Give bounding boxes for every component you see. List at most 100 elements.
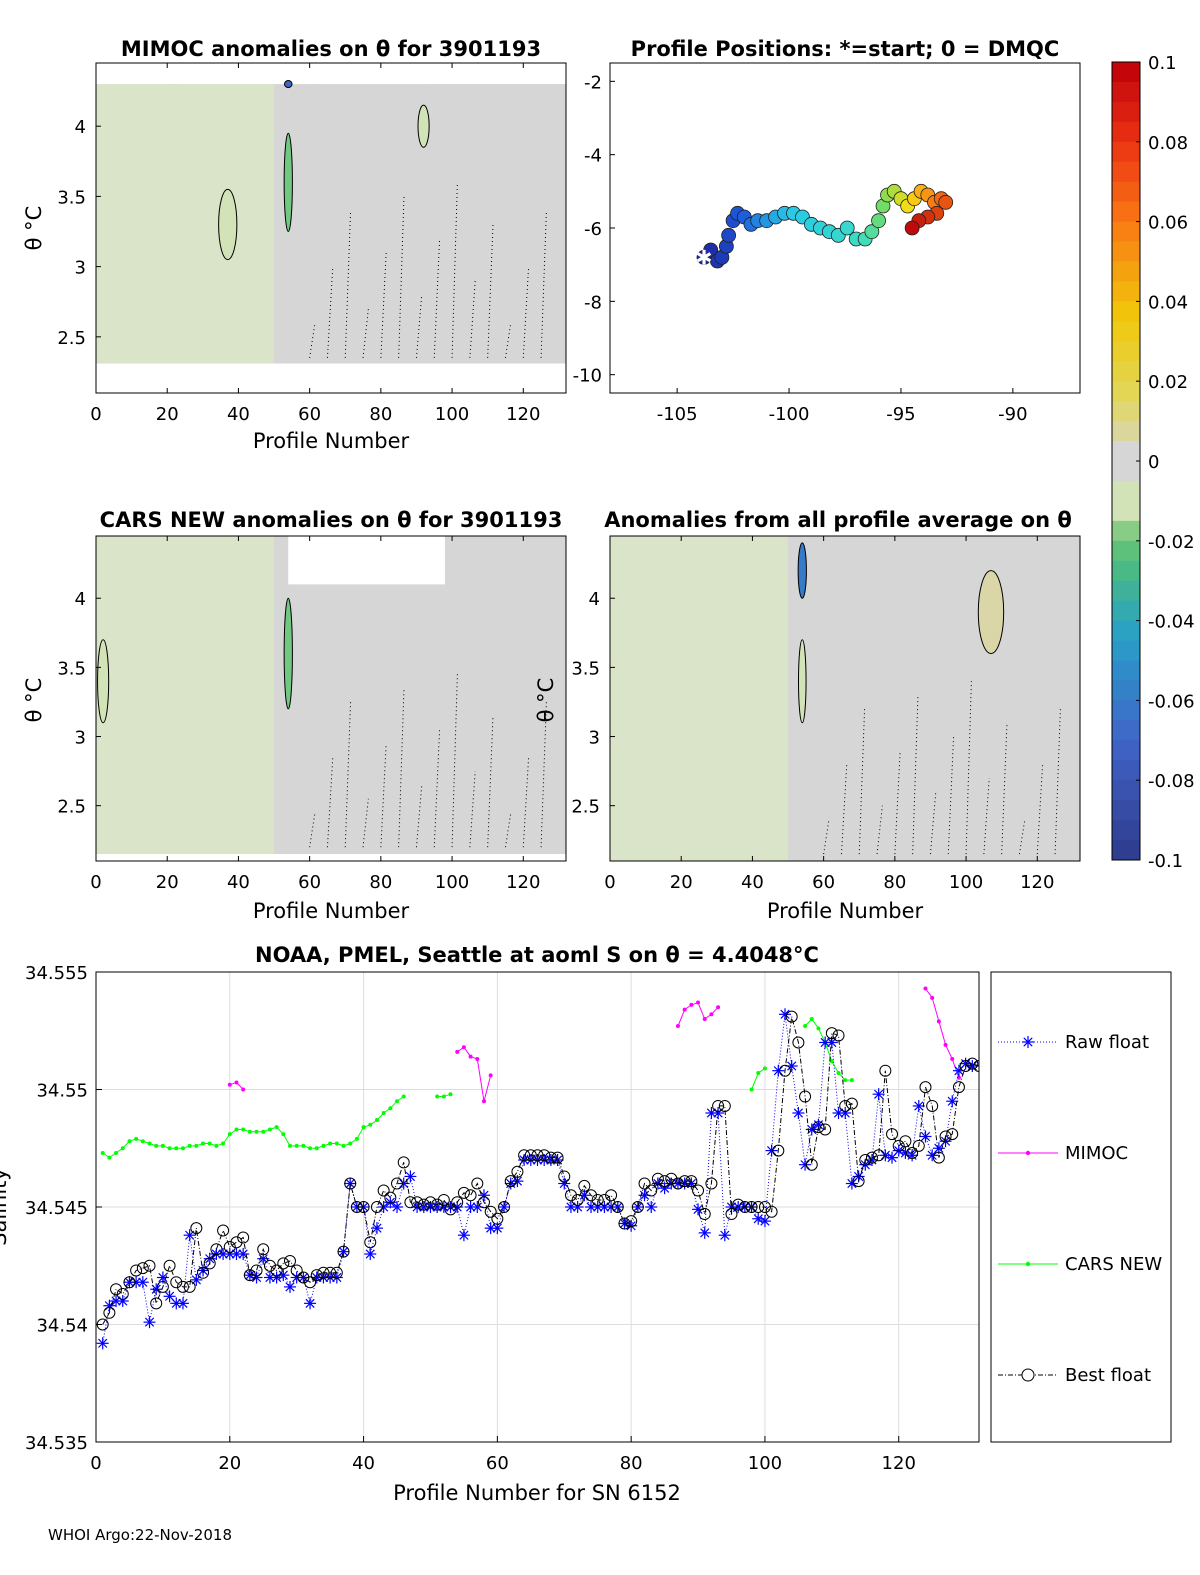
cars-anomaly-contour (283, 597, 293, 710)
raw-float-point-stroke (773, 1066, 783, 1076)
raw-float-point-stroke (98, 1338, 108, 1348)
raw-float-point-stroke (646, 1202, 656, 1212)
cars-title: CARS NEW anomalies on θ for 3901193 (100, 508, 563, 532)
raw-float-point-stroke (385, 1197, 395, 1207)
cars-new-point (301, 1143, 306, 1148)
all-xlabel: Profile Number (767, 899, 924, 923)
best-float-point (103, 1306, 116, 1319)
raw-float-point-stroke (345, 1178, 355, 1189)
colorbar-tick-label: 0.06 (1148, 213, 1188, 234)
best-float-point (872, 1149, 885, 1162)
all-xtick-label: 20 (670, 872, 693, 893)
raw-float-point (457, 1229, 470, 1242)
raw-float-point-stroke (613, 1202, 623, 1212)
raw-float-point-stroke (258, 1254, 268, 1264)
best-float-point (799, 1090, 812, 1103)
best-float-point (250, 1264, 263, 1277)
colorbar-band (1112, 780, 1140, 801)
best-float-point (651, 1172, 664, 1185)
raw-float-point-stroke (874, 1089, 884, 1099)
cars-new-point (180, 1146, 185, 1151)
cars-xtick-label: 40 (227, 872, 250, 893)
raw-float-point-stroke (298, 1272, 308, 1283)
best-float-point (845, 1097, 858, 1110)
raw-float-point-stroke (285, 1282, 295, 1292)
cars-new-point (100, 1150, 105, 1155)
mimoc-missing-data (181, 63, 310, 85)
mimoc-xtick-label: 0 (90, 404, 101, 425)
cars-new-point (174, 1146, 179, 1151)
mimoc-point (956, 1075, 961, 1080)
best-float-point (524, 1149, 537, 1162)
mimoc-point (702, 1017, 707, 1021)
profile-position-marker (703, 242, 719, 258)
best-float-point (270, 1264, 283, 1277)
raw-float-point (638, 1189, 651, 1202)
cars-new-point (816, 1026, 821, 1031)
colorbar-band (1112, 421, 1140, 442)
best-float-point (257, 1243, 270, 1256)
all-negative-contour (929, 791, 937, 855)
raw-float-point-stroke (352, 1202, 362, 1212)
raw-float-point (96, 1337, 109, 1350)
mimoc-anomaly-contour (283, 132, 293, 233)
legend-label: MIMOC (1065, 1143, 1128, 1164)
colorbar-band (1112, 680, 1140, 701)
best-float-point (678, 1175, 691, 1188)
mimoc-xtick-label: 80 (369, 404, 392, 425)
profile-position-marker (721, 227, 737, 243)
best-float-point (685, 1175, 698, 1188)
raw-float-point-stroke (358, 1202, 369, 1212)
raw-float-point-stroke (412, 1202, 422, 1212)
colorbar-tick-label: 0.1 (1148, 53, 1177, 74)
raw-float-point-stroke (780, 1009, 790, 1019)
mimoc-ytick-label: 2.5 (57, 328, 86, 349)
all-anomaly-contour (977, 570, 1005, 655)
best-float-point (712, 1099, 725, 1112)
best-float-point (176, 1280, 189, 1293)
legend-marker-asterisk (1022, 1036, 1034, 1048)
positions-ytick-label: -2 (584, 72, 602, 93)
best-float-point (645, 1184, 658, 1197)
all-ytick-label: 3.5 (571, 658, 600, 679)
profile-positions-panel: Profile Positions: *=start; 0 = DMQC ✱ -… (573, 37, 1081, 425)
raw-float-point-stroke (158, 1272, 168, 1283)
mimoc-point (950, 1056, 955, 1061)
raw-float-point (625, 1219, 638, 1232)
raw-float-point-stroke (278, 1270, 288, 1280)
raw-float-point-stroke (900, 1148, 911, 1158)
best-float-point (411, 1196, 424, 1209)
legend-marker-asterisk-stroke (1023, 1037, 1033, 1047)
colorbar-band (1112, 381, 1140, 402)
raw-float-point (143, 1316, 156, 1329)
best-float-point (939, 1130, 952, 1143)
best-float-point (906, 1146, 919, 1159)
cars-new-point (120, 1146, 125, 1151)
cars-xtick-label: 20 (156, 872, 179, 893)
best-float-point (143, 1259, 156, 1272)
best-float-point (839, 1099, 852, 1112)
raw-float-point (852, 1170, 865, 1183)
colorbar-band (1112, 201, 1140, 223)
raw-float-point (183, 1229, 196, 1242)
best-float-point (377, 1184, 390, 1197)
best-float-point (170, 1276, 183, 1289)
best-float-point (330, 1266, 343, 1279)
cars-new-point (836, 1071, 841, 1076)
cars-new-point (809, 1017, 814, 1021)
cars-new-point (341, 1143, 346, 1148)
best-float-point (210, 1243, 223, 1256)
positions-ytick-label: -10 (573, 366, 602, 387)
mimoc-xtick-label: 60 (298, 404, 321, 425)
colorbar-band (1112, 560, 1140, 582)
colorbar-band (1112, 600, 1140, 622)
raw-float-point-stroke (138, 1277, 148, 1287)
all-axes-box (609, 535, 1081, 862)
best-float-point (504, 1175, 517, 1188)
salinity-xtick-label: 60 (486, 1453, 509, 1474)
salinity-xtick-label: 80 (620, 1453, 643, 1474)
best-float-point (350, 1201, 363, 1213)
colorbar-band (1112, 760, 1140, 781)
cars-new-point (154, 1143, 159, 1148)
colorbar-band (1112, 81, 1140, 103)
